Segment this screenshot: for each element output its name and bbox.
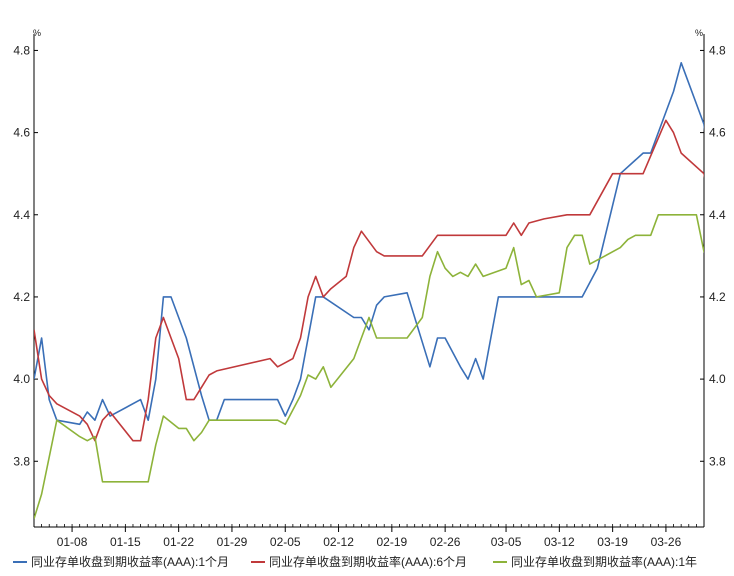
series-line-2 [34,119,704,442]
y-tick-label-right: 3.8 [709,454,726,468]
y-tick-label-right: 4.8 [709,43,726,57]
y-tick-label-left: 3.8 [13,454,30,468]
y-unit-right: % [695,28,703,38]
y-unit-left: % [33,28,41,38]
legend-entry: 同业存单收盘到期收益率(AAA):1年 [511,554,697,569]
y-tick-label-right: 4.6 [709,126,726,140]
x-tick-label: 03-19 [597,535,628,549]
legend: 同业存单收盘到期收益率(AAA):1个月 同业存单收盘到期收益率(AAA):6个月… [13,554,697,569]
series-line-1 [34,62,704,426]
x-tick-label: 01-29 [217,535,248,549]
y-tick-label-right: 4.4 [709,208,726,222]
x-tick-label: 01-08 [57,535,88,549]
y-tick-label-left: 4.2 [13,290,30,304]
x-tick-label: 02-12 [323,535,354,549]
legend-entry: 同业存单收盘到期收益率(AAA):6个月 [269,554,467,569]
axes: 3.8 3.8 4.0 4.0 4.2 4.2 4.4 4.4 4.6 4.6 4.8 4.8% % 01… [13,28,726,549]
y-tick-label-left: 4.6 [13,126,30,140]
x-tick-label: 03-26 [651,535,682,549]
y-tick-label-left: 4.0 [13,372,30,386]
y-tick-label-left: 4.8 [13,43,30,57]
x-tick-label: 03-05 [491,535,522,549]
y-tick-label-left: 4.4 [13,208,30,222]
x-tick-label: 02-19 [376,535,407,549]
y-tick-label-right: 4.0 [709,372,726,386]
legend-entry: 同业存单收盘到期收益率(AAA):1个月 [31,554,229,569]
x-tick-label: 03-12 [544,535,575,549]
series-lines [34,62,704,520]
x-tick-label: 02-05 [270,535,301,549]
x-tick-label: 01-15 [110,535,141,549]
series-line-3 [34,214,704,520]
x-tick-label: 02-26 [430,535,461,549]
x-tick-label: 01-22 [163,535,194,549]
y-tick-label-right: 4.2 [709,290,726,304]
